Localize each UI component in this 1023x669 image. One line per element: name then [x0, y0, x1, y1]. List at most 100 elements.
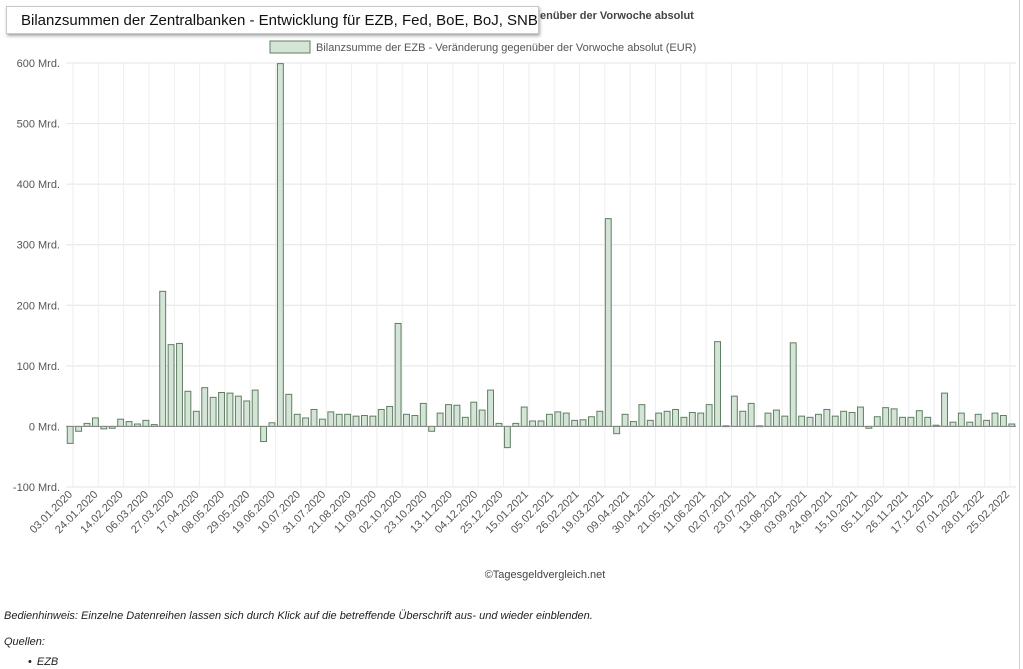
bar[interactable] — [453, 404, 461, 427]
bar[interactable] — [234, 395, 242, 427]
legend-label[interactable]: Bilanzsumme der EZB - Veränderung gegenü… — [316, 42, 696, 54]
bar[interactable] — [394, 322, 402, 427]
bar[interactable] — [705, 404, 713, 427]
bar[interactable] — [176, 342, 183, 427]
bar[interactable] — [941, 392, 948, 427]
bar[interactable] — [403, 413, 410, 427]
bar[interactable] — [293, 413, 301, 427]
bar[interactable] — [192, 410, 200, 427]
bar[interactable] — [957, 412, 965, 427]
bar[interactable] — [730, 395, 738, 427]
bar[interactable] — [461, 416, 469, 427]
bar[interactable] — [924, 416, 932, 427]
bar[interactable] — [882, 407, 890, 427]
bar[interactable] — [537, 420, 545, 427]
bar[interactable] — [714, 341, 721, 427]
bar[interactable] — [529, 420, 537, 427]
bar[interactable] — [344, 413, 352, 427]
bar[interactable] — [478, 409, 486, 427]
bar[interactable] — [672, 408, 679, 427]
bar[interactable] — [411, 415, 419, 427]
bar[interactable] — [579, 419, 587, 427]
bar[interactable] — [159, 290, 167, 427]
bar[interactable] — [226, 392, 234, 427]
bar[interactable] — [285, 393, 293, 427]
bar[interactable] — [167, 344, 175, 427]
bar[interactable] — [613, 425, 621, 435]
bar[interactable] — [142, 419, 150, 427]
bar[interactable] — [764, 412, 772, 427]
bar[interactable] — [604, 218, 612, 427]
bar[interactable] — [487, 389, 495, 427]
bar[interactable] — [999, 415, 1007, 427]
bar[interactable] — [75, 425, 83, 432]
bar[interactable] — [680, 416, 688, 427]
bar[interactable] — [419, 402, 427, 427]
bar[interactable] — [445, 404, 452, 427]
bar[interactable] — [66, 425, 74, 444]
bar[interactable] — [789, 342, 797, 427]
bar[interactable] — [857, 406, 864, 427]
bar[interactable] — [646, 419, 654, 427]
bar[interactable] — [91, 417, 99, 427]
bar[interactable] — [520, 406, 528, 427]
bar[interactable] — [806, 416, 814, 427]
bar[interactable] — [302, 417, 310, 427]
bar[interactable] — [596, 410, 604, 427]
bar[interactable] — [545, 413, 553, 427]
bar[interactable] — [470, 401, 478, 427]
bar[interactable] — [890, 408, 898, 427]
bar[interactable] — [503, 425, 511, 449]
bar[interactable] — [907, 416, 915, 427]
bar[interactable] — [739, 410, 747, 427]
bar[interactable] — [209, 396, 217, 427]
bar[interactable] — [218, 392, 225, 427]
bar[interactable] — [428, 425, 436, 432]
bar[interactable] — [747, 402, 755, 427]
bar[interactable] — [117, 418, 125, 427]
bar[interactable] — [588, 416, 595, 427]
bar[interactable] — [974, 413, 982, 427]
bar[interactable] — [848, 411, 856, 427]
legend[interactable]: Bilanzsumme der EZB - Veränderung gegenü… — [269, 40, 696, 54]
bar[interactable] — [243, 400, 251, 427]
bar[interactable] — [310, 408, 318, 427]
bar[interactable] — [823, 408, 831, 427]
bar[interactable] — [562, 412, 570, 427]
bar[interactable] — [386, 405, 394, 427]
bar[interactable] — [184, 390, 192, 427]
bar[interactable] — [554, 411, 562, 427]
bar[interactable] — [369, 415, 377, 427]
bar[interactable] — [949, 421, 957, 427]
bar[interactable] — [655, 412, 663, 427]
bar[interactable] — [260, 425, 268, 443]
bar[interactable] — [772, 409, 780, 427]
bar[interactable] — [377, 408, 385, 427]
bar[interactable] — [798, 415, 806, 427]
bar[interactable] — [268, 422, 276, 427]
bar[interactable] — [781, 415, 789, 427]
bar[interactable] — [318, 418, 326, 427]
bar[interactable] — [276, 63, 284, 427]
bar[interactable] — [966, 421, 974, 427]
bar[interactable] — [571, 419, 579, 427]
bar[interactable] — [814, 413, 822, 427]
bar[interactable] — [983, 419, 991, 427]
bar[interactable] — [361, 415, 368, 427]
legend-swatch[interactable] — [269, 40, 311, 54]
bar[interactable] — [831, 415, 839, 427]
bar[interactable] — [697, 412, 705, 427]
bar[interactable] — [840, 410, 848, 427]
bar[interactable] — [125, 421, 133, 427]
bar[interactable] — [352, 415, 360, 427]
bar[interactable] — [335, 413, 343, 427]
bar[interactable] — [663, 410, 671, 427]
chart-selector-popup[interactable]: Bilanzsummen der Zentralbanken - Entwick… — [6, 6, 539, 34]
bar-series[interactable] — [66, 63, 1016, 449]
bar[interactable] — [201, 387, 209, 427]
bar[interactable] — [251, 389, 259, 427]
bar[interactable] — [873, 416, 881, 427]
bar[interactable] — [899, 416, 906, 427]
bar[interactable] — [915, 410, 923, 427]
bar[interactable] — [327, 411, 335, 427]
